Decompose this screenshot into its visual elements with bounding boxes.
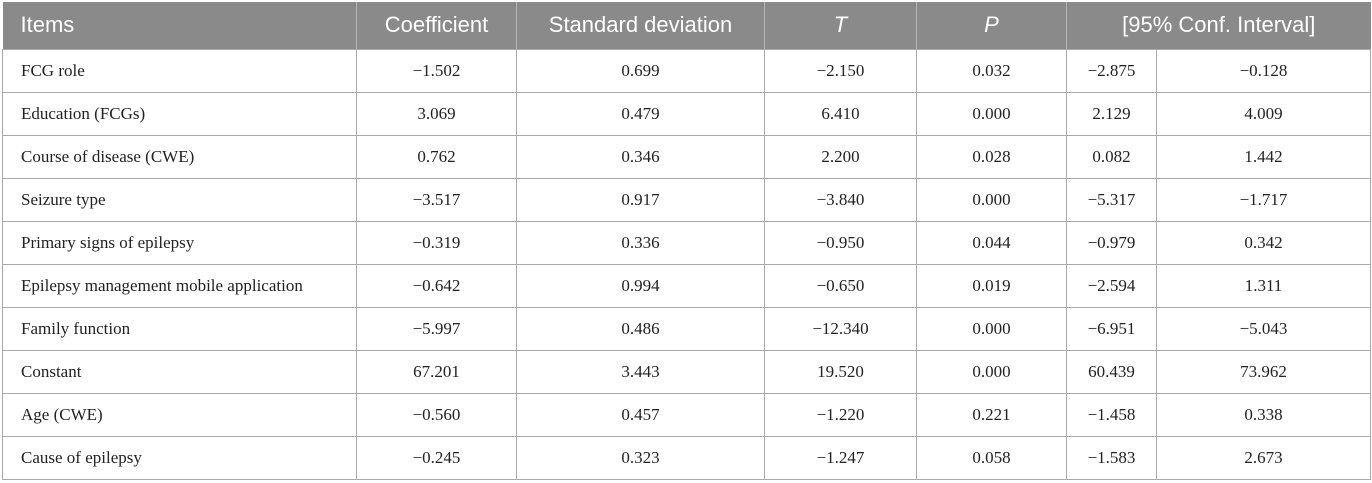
cell-t: 2.200 [764,134,917,179]
cell-std-dev: 0.486 [516,306,765,351]
cell-p: 0.044 [916,220,1067,265]
cell-t: −0.650 [764,263,917,308]
cell-item: Primary signs of epilepsy [2,220,357,265]
cell-t: −2.150 [764,48,917,93]
table-row: FCG role −1.502 0.699 −2.150 0.032 −2.875 −0.1… [2,48,1371,93]
cell-ci-lower: 0.082 [1066,134,1157,179]
cell-std-dev: 0.479 [516,91,765,136]
cell-ci-upper: 2.673 [1156,435,1371,480]
cell-std-dev: 0.336 [516,220,765,265]
cell-ci-upper: 0.338 [1156,392,1371,437]
cell-coefficient: −1.502 [356,48,517,93]
cell-ci-lower: −1.583 [1066,435,1157,480]
cell-coefficient: −0.319 [356,220,517,265]
header-coefficient: Coefficient [356,2,517,49]
table-row: Cause of epilepsy −0.245 0.323 −1.247 0.058−… [2,435,1371,480]
table-row: Course of disease (CWE) 0.762 0.346 2.200 0.… [2,134,1371,179]
cell-std-dev: 0.457 [516,392,765,437]
header-standard-deviation: Standard deviation [516,2,765,49]
cell-p: 0.000 [916,349,1067,394]
cell-std-dev: 0.323 [516,435,765,480]
cell-ci-lower: 2.129 [1066,91,1157,136]
cell-coefficient: 3.069 [356,91,517,136]
cell-p: 0.019 [916,263,1067,308]
table-row: Constant 67.201 3.443 19.520 0.000 60.439 73.9… [2,349,1371,394]
cell-ci-lower: −2.594 [1066,263,1157,308]
cell-ci-upper: 4.009 [1156,91,1371,136]
cell-ci-lower: −2.875 [1066,48,1157,93]
header-p: P [916,2,1067,49]
cell-t: −1.247 [764,435,917,480]
cell-item: Education (FCGs) [2,91,357,136]
header-conf-interval: [95% Conf. Interval] [1066,2,1371,49]
cell-item: Family function [2,306,357,351]
cell-item: Epilepsy management mobile application [2,263,357,308]
table-row: Primary signs of epilepsy −0.319 0.336 −0.9… [2,220,1371,265]
cell-ci-lower: −1.458 [1066,392,1157,437]
cell-p: 0.028 [916,134,1067,179]
cell-t: −1.220 [764,392,917,437]
cell-ci-upper: 1.442 [1156,134,1371,179]
cell-t: −3.840 [764,177,917,222]
table-row: Age (CWE) −0.560 0.457 −1.220 0.221 −1.458 0.3… [2,392,1371,437]
cell-p: 0.000 [916,306,1067,351]
cell-ci-upper: −5.043 [1156,306,1371,351]
cell-ci-upper: 73.962 [1156,349,1371,394]
cell-p: 0.221 [916,392,1067,437]
cell-coefficient: −0.245 [356,435,517,480]
table-row: Seizure type −3.517 0.917 −3.840 0.000 −5.317… [2,177,1371,222]
cell-coefficient: −0.642 [356,263,517,308]
cell-item: Constant [2,349,357,394]
cell-item: Course of disease (CWE) [2,134,357,179]
cell-ci-lower: −6.951 [1066,306,1157,351]
cell-std-dev: 0.917 [516,177,765,222]
cell-p: 0.000 [916,177,1067,222]
table-header: Items Coefficient Standard deviation T P… [2,2,1371,49]
table-body: FCG role −1.502 0.699 −2.150 0.032 −2.875 −0.1… [2,48,1371,480]
cell-coefficient: −5.997 [356,306,517,351]
cell-ci-upper: 1.311 [1156,263,1371,308]
cell-p: 0.058 [916,435,1067,480]
cell-ci-lower: 60.439 [1066,349,1157,394]
cell-item: Seizure type [2,177,357,222]
cell-item: FCG role [2,48,357,93]
cell-ci-upper: 0.342 [1156,220,1371,265]
cell-coefficient: 67.201 [356,349,517,394]
cell-t: −12.340 [764,306,917,351]
cell-coefficient: −0.560 [356,392,517,437]
cell-t: −0.950 [764,220,917,265]
cell-std-dev: 0.346 [516,134,765,179]
cell-std-dev: 3.443 [516,349,765,394]
cell-p: 0.000 [916,91,1067,136]
cell-coefficient: −3.517 [356,177,517,222]
table-row: Epilepsy management mobile application −0… [2,263,1371,308]
cell-ci-upper: −1.717 [1156,177,1371,222]
cell-coefficient: 0.762 [356,134,517,179]
cell-item: Age (CWE) [2,392,357,437]
cell-std-dev: 0.994 [516,263,765,308]
cell-item: Cause of epilepsy [2,435,357,480]
cell-std-dev: 0.699 [516,48,765,93]
table-row: Education (FCGs) 3.069 0.479 6.410 0.000 2.12… [2,91,1371,136]
cell-t: 19.520 [764,349,917,394]
cell-ci-upper: −0.128 [1156,48,1371,93]
cell-ci-lower: −0.979 [1066,220,1157,265]
table-row: Family function −5.997 0.486 −12.340 0.000 −6… [2,306,1371,351]
cell-t: 6.410 [764,91,917,136]
header-t: T [764,2,917,49]
cell-ci-lower: −5.317 [1066,177,1157,222]
header-row: Items Coefficient Standard deviation T P… [2,2,1371,49]
cell-p: 0.032 [916,48,1067,93]
header-items: Items [20,12,75,38]
